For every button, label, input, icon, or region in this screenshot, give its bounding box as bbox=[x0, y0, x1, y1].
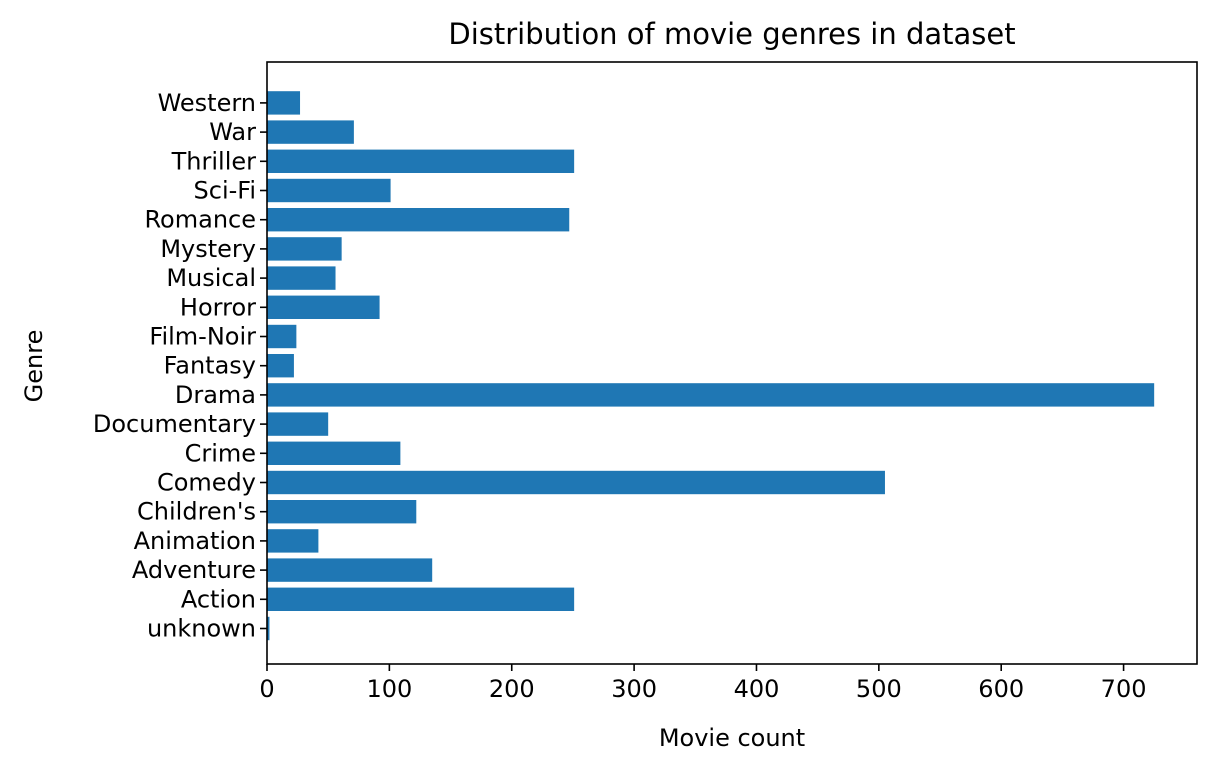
y-axis-label: Genre bbox=[20, 330, 48, 403]
x-tick-label: 0 bbox=[259, 675, 274, 703]
chart-title: Distribution of movie genres in dataset bbox=[448, 17, 1015, 51]
y-tick-label: Horror bbox=[180, 293, 256, 321]
bar-fantasy bbox=[267, 354, 294, 378]
y-tick-label: Musical bbox=[166, 264, 256, 292]
bar-crime bbox=[267, 441, 401, 465]
bar-mystery bbox=[267, 237, 342, 261]
x-axis-label: Movie count bbox=[659, 724, 805, 752]
bar-war bbox=[267, 120, 354, 144]
bar-thriller bbox=[267, 149, 575, 173]
y-tick-label: Comedy bbox=[157, 469, 256, 497]
bar-action bbox=[267, 587, 575, 611]
bar-film-noir bbox=[267, 324, 297, 349]
y-tick-label: Action bbox=[181, 585, 256, 613]
x-tick-label: 200 bbox=[489, 675, 535, 703]
y-tick-label: Film-Noir bbox=[149, 323, 256, 351]
y-tick-label: Drama bbox=[175, 381, 256, 409]
x-tick-label: 100 bbox=[366, 675, 412, 703]
y-tick-label: Adventure bbox=[132, 556, 256, 584]
y-tick-label: Documentary bbox=[93, 410, 256, 438]
x-ticks-layer: 0 100 200 300 400 500 600 700 bbox=[259, 664, 1146, 703]
x-tick-label: 300 bbox=[611, 675, 657, 703]
bar-unknown bbox=[267, 616, 270, 641]
bar-animation bbox=[267, 529, 319, 553]
bars-layer bbox=[267, 91, 1155, 641]
x-tick-label: 700 bbox=[1101, 675, 1147, 703]
bar-drama bbox=[267, 383, 1155, 407]
bar-children-s bbox=[267, 500, 417, 524]
bar-romance bbox=[267, 208, 570, 232]
bar-western bbox=[267, 91, 301, 115]
bar-horror bbox=[267, 295, 380, 319]
y-tick-label: Romance bbox=[144, 206, 256, 234]
bar-documentary bbox=[267, 412, 329, 436]
y-tick-label: Children's bbox=[137, 498, 256, 526]
bar-musical bbox=[267, 266, 336, 290]
y-tick-label: War bbox=[209, 118, 256, 146]
plot-frame bbox=[266, 61, 1198, 665]
x-tick-label: 400 bbox=[734, 675, 780, 703]
bar-comedy bbox=[267, 470, 885, 495]
y-tick-label: Western bbox=[158, 89, 256, 117]
y-tick-label: unknown bbox=[147, 615, 256, 643]
y-tick-label: Crime bbox=[185, 439, 256, 467]
y-tick-label: Animation bbox=[134, 527, 256, 555]
y-tick-label: Mystery bbox=[160, 235, 256, 263]
x-tick-label: 600 bbox=[978, 675, 1024, 703]
bar-adventure bbox=[267, 558, 433, 582]
x-tick-label: 500 bbox=[856, 675, 902, 703]
y-ticks-layer: unknownActionAdventureAnimationChildren'… bbox=[93, 89, 267, 643]
y-tick-label: Thriller bbox=[171, 147, 257, 175]
y-tick-label: Fantasy bbox=[164, 352, 256, 380]
y-tick-label: Sci-Fi bbox=[194, 177, 256, 205]
bar-sci-fi bbox=[267, 178, 391, 203]
